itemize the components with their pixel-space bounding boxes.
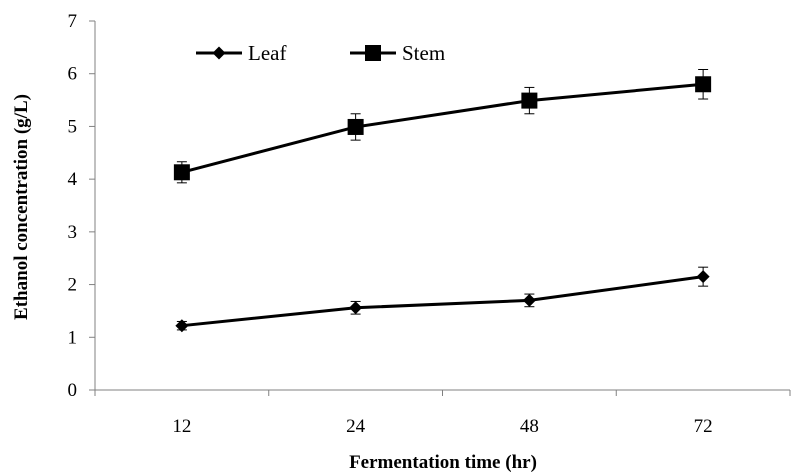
legend-marker-leaf — [212, 46, 226, 60]
x-tick-label: 48 — [520, 416, 539, 437]
stem-point — [521, 92, 538, 109]
axes — [94, 21, 790, 391]
legend-item-stem: Stem — [350, 41, 445, 65]
legend: Leaf Stem — [196, 41, 445, 65]
series-stem — [173, 68, 712, 184]
y-axis-ticks: 0 1 2 3 4 5 6 7 — [68, 11, 95, 401]
x-axis-title: Fermentation time (hr) — [349, 452, 537, 472]
legend-label-stem: Stem — [402, 41, 445, 65]
leaf-point — [349, 301, 363, 315]
leaf-point — [696, 270, 710, 284]
y-tick-label: 4 — [68, 169, 78, 190]
series-leaf — [175, 266, 710, 333]
y-tick-label: 0 — [68, 380, 78, 401]
leaf-point — [175, 319, 189, 333]
y-axis-title: Ethanol concentration (g/L) — [11, 94, 32, 320]
stem-point — [347, 118, 364, 135]
legend-label-leaf: Leaf — [248, 41, 286, 65]
stem-line — [181, 82, 704, 174]
legend-item-leaf: Leaf — [196, 41, 286, 65]
leaf-point — [522, 293, 536, 307]
x-tick-label: 12 — [172, 416, 191, 437]
x-axis-ticks: 12 24 48 72 — [94, 390, 791, 437]
y-tick-label: 7 — [68, 11, 78, 32]
y-tick-label: 6 — [68, 64, 78, 85]
y-tick-label: 3 — [68, 222, 78, 243]
plot-area — [173, 68, 712, 333]
x-tick-label: 24 — [346, 416, 366, 437]
stem-point — [695, 76, 712, 93]
y-tick-label: 2 — [68, 275, 78, 296]
y-tick-label: 1 — [68, 327, 78, 348]
legend-marker-stem — [365, 45, 381, 61]
leaf-line — [181, 275, 704, 328]
stem-point — [173, 164, 190, 181]
y-tick-label: 5 — [68, 116, 78, 137]
x-tick-label: 72 — [694, 416, 713, 437]
